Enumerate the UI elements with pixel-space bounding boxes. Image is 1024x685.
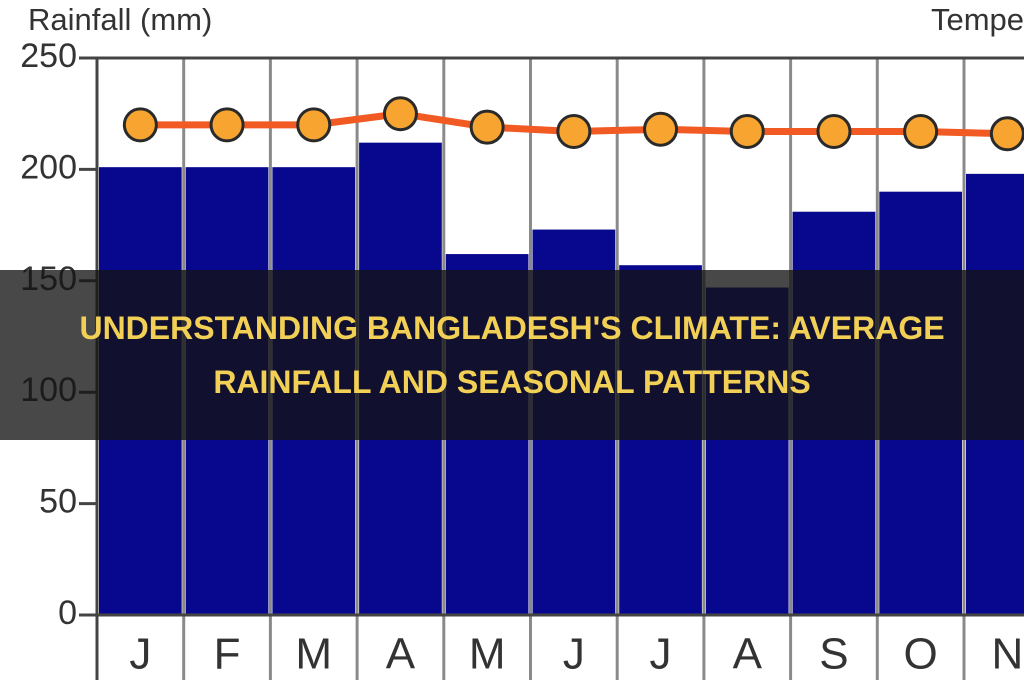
line-marker — [643, 111, 679, 147]
y2-axis-label: Tempe — [931, 2, 1024, 37]
x-tick-label: J — [650, 630, 672, 679]
line-marker — [903, 114, 939, 150]
line-marker — [122, 107, 158, 143]
line-marker — [469, 109, 505, 145]
x-tick-label: M — [295, 630, 332, 679]
x-tick-label: O — [904, 630, 938, 679]
x-tick-label: M — [469, 630, 506, 679]
y-tick-label: 250 — [20, 37, 77, 75]
line-marker — [729, 114, 765, 150]
line-marker — [989, 116, 1024, 152]
x-tick-label: A — [386, 630, 416, 679]
x-tick-label: F — [214, 630, 241, 679]
line-marker — [382, 96, 418, 132]
x-tick-label: N — [991, 630, 1023, 679]
line-marker — [556, 114, 592, 150]
x-tick-label: J — [563, 630, 585, 679]
y-tick-label: 50 — [39, 483, 77, 521]
line-marker — [816, 114, 852, 150]
y-tick-label: 200 — [20, 148, 77, 186]
x-tick-label: A — [733, 630, 763, 679]
x-tick-label: S — [819, 630, 848, 679]
title-banner: UNDERSTANDING BANGLADESH'S CLIMATE: AVER… — [0, 270, 1024, 440]
title: UNDERSTANDING BANGLADESH'S CLIMATE: AVER… — [79, 310, 945, 400]
line-marker — [209, 107, 245, 143]
y-tick-label: 0 — [58, 594, 77, 632]
line-marker — [296, 107, 332, 143]
x-tick-label: J — [129, 630, 151, 679]
y-axis-label: Rainfall (mm) — [28, 2, 212, 37]
